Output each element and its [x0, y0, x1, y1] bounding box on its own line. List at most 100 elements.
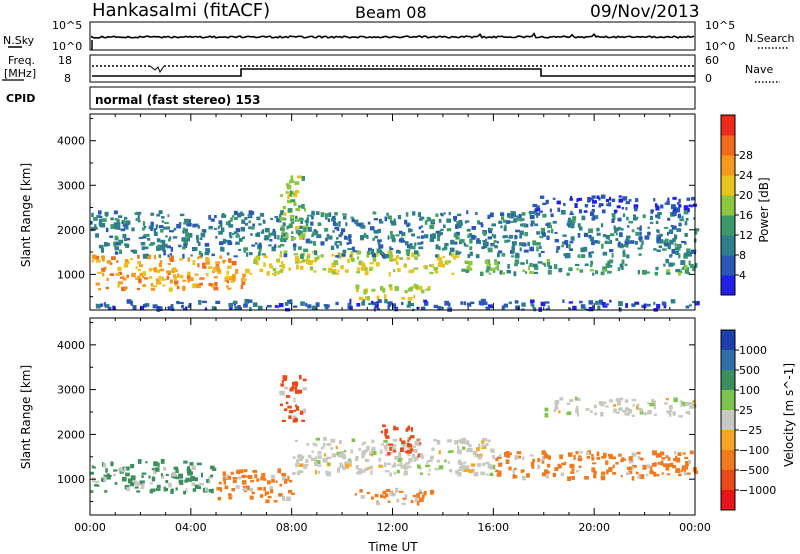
radar-cell	[423, 265, 427, 269]
radar-cell	[208, 480, 211, 484]
radar-cell	[313, 270, 317, 273]
radar-cell	[404, 494, 408, 499]
radar-cell	[498, 220, 503, 224]
radar-cell	[334, 226, 339, 230]
radar-cell	[631, 303, 636, 306]
radar-cell	[518, 242, 524, 246]
radar-cell	[92, 466, 96, 469]
radar-cell	[252, 469, 257, 473]
radar-cell	[263, 255, 266, 258]
radar-cell	[336, 244, 339, 249]
radar-cell	[245, 485, 250, 490]
radar-cell	[133, 480, 137, 485]
radar-cell	[256, 232, 260, 237]
radar-cell	[655, 220, 659, 224]
radar-cell	[158, 225, 164, 229]
radar-cell	[686, 197, 691, 201]
radar-cell	[654, 462, 657, 467]
radar-cell	[369, 266, 374, 270]
radar-cell	[258, 248, 262, 253]
radar-cell	[291, 231, 294, 234]
radar-cell	[236, 234, 240, 238]
radar-cell	[137, 261, 141, 265]
radar-cell	[364, 288, 369, 294]
radar-cell	[230, 471, 234, 475]
radar-cell	[192, 260, 196, 265]
radar-cell	[292, 472, 296, 475]
radar-cell	[543, 263, 547, 267]
radar-cell	[148, 475, 151, 479]
radar-cell	[100, 248, 104, 253]
radar-cell	[480, 471, 486, 476]
radar-cell	[588, 306, 594, 312]
radar-cell	[577, 397, 581, 401]
radar-cell	[284, 478, 288, 484]
radar-cell	[196, 462, 202, 466]
radar-cell	[684, 252, 689, 257]
radar-cell	[208, 225, 213, 230]
radar-cell	[110, 224, 116, 229]
radar-cell	[626, 235, 631, 239]
radar-cell	[331, 271, 337, 275]
radar-cell	[390, 219, 393, 224]
radar-cell	[356, 250, 361, 255]
radar-cell	[206, 272, 209, 277]
radar-cell	[388, 443, 393, 446]
radar-cell	[622, 213, 626, 218]
radar-cell	[388, 284, 393, 288]
radar-cell	[610, 265, 613, 268]
radar-cell	[664, 402, 668, 405]
radar-cell	[539, 195, 545, 199]
nsky-left-tick-top: 10^5	[52, 19, 82, 32]
radar-cell	[427, 286, 431, 291]
radar-cell	[320, 241, 325, 246]
radar-cell	[279, 403, 284, 407]
radar-cell	[360, 236, 364, 241]
radar-cell	[374, 230, 379, 234]
radar-cell	[576, 198, 579, 203]
radar-cell	[592, 305, 595, 308]
radar-cell	[295, 462, 299, 468]
radar-cell	[420, 235, 424, 239]
radar-cell	[235, 470, 241, 474]
radar-cell	[323, 453, 326, 457]
radar-cell	[369, 262, 374, 265]
radar-cell	[376, 308, 380, 311]
radar-cell	[208, 476, 213, 479]
radar-cell	[619, 232, 623, 238]
radar-cell	[554, 402, 558, 408]
radar-cell	[241, 236, 245, 240]
radar-cell	[584, 263, 589, 266]
radar-cell	[185, 306, 188, 311]
radar-cell	[135, 266, 139, 269]
radar-cell	[186, 468, 192, 474]
radar-cell	[464, 468, 469, 472]
radar-cell	[336, 468, 341, 473]
radar-cell	[137, 254, 140, 259]
radar-cell	[420, 306, 426, 311]
radar-cell	[314, 461, 318, 467]
radar-cell	[269, 263, 272, 268]
radar-cell	[433, 267, 436, 271]
radar-cell	[423, 299, 428, 303]
radar-cell	[283, 253, 288, 257]
radar-cell	[553, 409, 557, 412]
radar-cell	[192, 223, 197, 228]
radar-cell	[126, 466, 130, 471]
radar-cell	[246, 252, 249, 257]
radar-cell	[242, 275, 245, 280]
radar-cell	[650, 466, 653, 471]
radar-cell	[282, 496, 286, 501]
radar-cell	[414, 256, 418, 260]
radar-cell	[622, 249, 626, 252]
y-tick-label: 1000	[57, 473, 85, 486]
radar-cell	[540, 250, 545, 254]
radar-cell	[591, 456, 595, 461]
radar-cell	[466, 210, 469, 215]
radar-cell	[364, 296, 369, 301]
radar-cell	[446, 218, 452, 223]
radar-cell	[626, 466, 632, 471]
radar-cell	[666, 231, 669, 236]
radar-cell	[622, 252, 626, 257]
colorbar-tick-label: 20	[739, 189, 753, 202]
